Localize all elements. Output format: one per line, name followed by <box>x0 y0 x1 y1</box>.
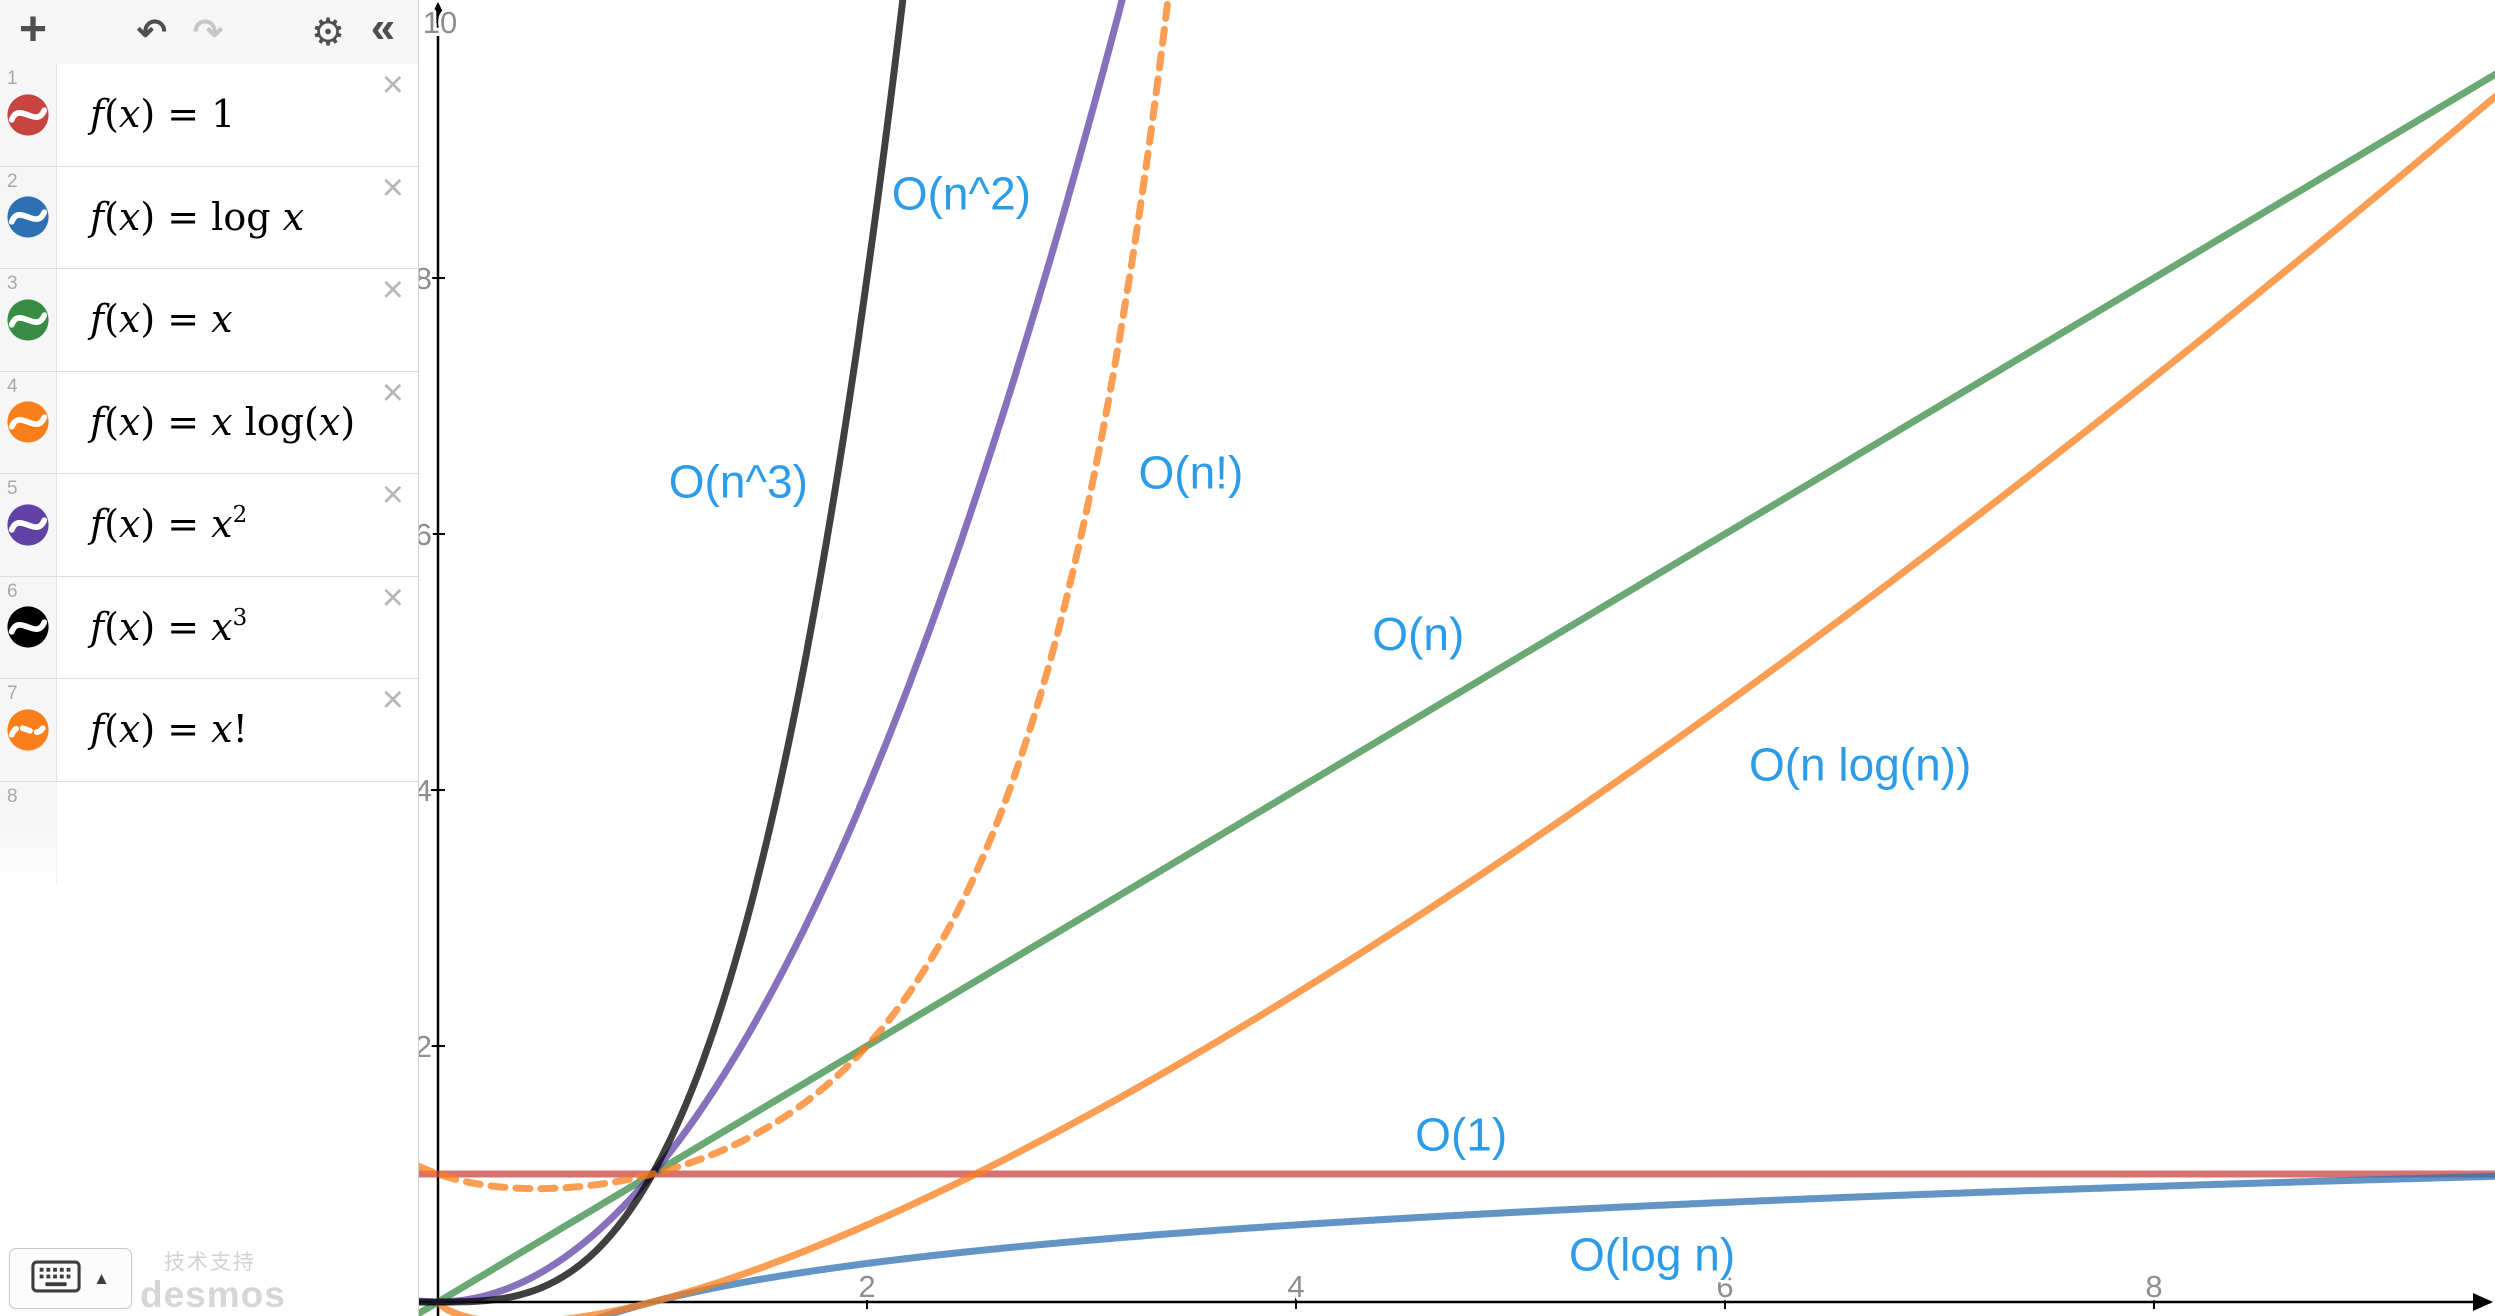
graph-settings-button[interactable]: ⚙ <box>302 0 354 64</box>
curve-o-n-log-n[interactable] <box>435 92 2495 1316</box>
expression-input[interactable]: f(x) = x log(x) <box>57 372 418 474</box>
expression-math: f(x) = x! <box>90 707 248 752</box>
row-number: 3 <box>7 273 18 294</box>
curve-label-o-n3: O(n^3) <box>669 456 808 508</box>
delete-expression-button[interactable]: × <box>381 166 404 209</box>
expression-row-3[interactable]: 3 f(x) = x × <box>0 269 418 372</box>
x-tick-label: 4 <box>1287 1269 1304 1304</box>
delete-expression-button[interactable]: × <box>381 474 404 516</box>
expression-row-7[interactable]: 7 f(x) = x! × <box>0 679 418 782</box>
curve-label-o-n: O(n) <box>1372 608 1464 660</box>
expression-row-4[interactable]: 4 f(x) = x log(x) × <box>0 371 418 474</box>
expression-input[interactable]: f(x) = x3 <box>57 577 418 679</box>
expression-gutter: 8 <box>0 781 57 884</box>
delete-expression-button[interactable]: × <box>381 269 404 311</box>
row-number: 6 <box>7 580 18 602</box>
x-axis-arrow-icon <box>2473 1292 2493 1311</box>
expression-gutter: 5 <box>0 474 57 576</box>
curve-label-o-n-factorial: O(n!) <box>1139 447 1244 499</box>
row-number: 7 <box>7 683 18 704</box>
curve-label-o-n2: O(n^2) <box>892 168 1031 220</box>
expression-gutter: 7 <box>0 679 57 781</box>
expression-input[interactable]: f(x) = x <box>57 269 418 371</box>
keyboard-toggle-button[interactable]: ▲ <box>9 1248 132 1309</box>
row-number: 1 <box>7 68 18 89</box>
expression-row-1[interactable]: 1 f(x) = 1 × <box>0 64 418 167</box>
expression-gutter: 4 <box>0 371 57 473</box>
expression-sidebar: + ↶ ↷ ⚙ « 1 f(x) = 1 × 2 f(x) = log x × 3 f(x) … <box>0 0 419 1316</box>
curve-o-n-factorial[interactable] <box>415 0 1207 1193</box>
expression-math: f(x) = x log(x) <box>90 399 356 444</box>
delete-expression-button[interactable]: × <box>381 64 404 106</box>
expression-math: f(x) = 1 <box>90 92 236 137</box>
curve-style-icon[interactable] <box>5 92 51 138</box>
expression-row-6[interactable]: 6 f(x) = x3 × <box>0 576 418 679</box>
expression-math: f(x) = x <box>90 297 233 342</box>
axes: 2 4 6 8 2 4 6 8 10 <box>412 2 2493 1316</box>
collapse-sidebar-button[interactable]: « <box>357 0 409 64</box>
curve-style-icon[interactable] <box>5 297 51 343</box>
sidebar-toolbar: + ↶ ↷ ⚙ « <box>0 0 418 65</box>
curve-o-n2[interactable] <box>415 0 1212 1306</box>
undo-arrow-icon: ↶ <box>136 11 168 52</box>
expression-math: f(x) = log x <box>90 194 305 239</box>
curve-style-icon[interactable] <box>5 194 51 240</box>
expression-math: f(x) = x2 <box>90 502 248 547</box>
graph-svg[interactable]: 2 4 6 8 2 4 6 8 10 O(n^2) O(n^3) O(n!) O(n) O(n log(n… <box>412 0 2495 1316</box>
y-axis-arrow-icon <box>429 2 448 20</box>
curve-o-log-n[interactable] <box>441 1172 2495 1316</box>
x-tick-label: 6 <box>1716 1269 1733 1304</box>
curve-o-n3[interactable] <box>415 0 943 1306</box>
add-expression-button[interactable]: + <box>7 0 59 64</box>
expression-list: 1 f(x) = 1 × 2 f(x) = log x × 3 f(x) = x × 4 f(x) … <box>0 64 418 884</box>
curve-label-o-1: O(1) <box>1415 1108 1507 1160</box>
expression-gutter: 3 <box>0 269 57 371</box>
y-tick-label: 4 <box>419 773 432 808</box>
undo-button[interactable]: ↶ <box>126 0 178 64</box>
redo-button[interactable]: ↷ <box>182 0 234 64</box>
expression-input[interactable]: f(x) = x! <box>57 679 418 781</box>
expression-gutter: 6 <box>0 576 57 678</box>
curve-style-icon[interactable] <box>5 502 51 548</box>
expression-row-2[interactable]: 2 f(x) = log x × <box>0 166 418 269</box>
delete-expression-button[interactable]: × <box>381 371 404 414</box>
y-tick-label: 2 <box>419 1029 432 1064</box>
row-number: 2 <box>7 170 18 192</box>
delete-expression-button[interactable]: × <box>381 576 404 619</box>
x-tick-label: 2 <box>858 1269 875 1304</box>
caret-up-icon: ▲ <box>93 1268 110 1288</box>
expression-row-empty[interactable]: 8 <box>0 781 418 884</box>
curve-label-o-log-n: O(log n) <box>1569 1229 1735 1281</box>
expression-gutter: 1 <box>0 64 57 166</box>
y-tick-label: 6 <box>419 517 432 552</box>
row-number: 8 <box>7 785 18 807</box>
expression-math: f(x) = x3 <box>90 604 248 649</box>
graph-canvas[interactable]: 2 4 6 8 2 4 6 8 10 O(n^2) O(n^3) O(n!) O(n) O(n log(n… <box>412 0 2495 1316</box>
redo-arrow-icon: ↷ <box>192 11 224 52</box>
curve-style-icon[interactable] <box>5 399 51 445</box>
curves <box>415 0 2495 1316</box>
y-tick-label: 8 <box>419 261 432 296</box>
gear-icon: ⚙ <box>310 11 346 54</box>
expression-gutter: 2 <box>0 166 57 268</box>
expression-input[interactable]: f(x) = log x <box>57 167 418 269</box>
x-tick-label: 8 <box>2145 1269 2162 1304</box>
curve-style-icon[interactable] <box>5 604 51 650</box>
expression-input[interactable]: f(x) = 1 <box>57 64 418 166</box>
expression-input[interactable]: f(x) = x2 <box>57 474 418 576</box>
plus-icon: + <box>18 2 48 56</box>
curve-o-n[interactable] <box>415 70 2495 1316</box>
y-tick-label: 10 <box>423 5 457 40</box>
row-number: 4 <box>7 375 18 397</box>
keyboard-icon <box>31 1260 81 1298</box>
delete-expression-button[interactable]: × <box>381 679 404 721</box>
row-number: 5 <box>7 478 18 499</box>
curve-style-icon[interactable] <box>5 707 51 753</box>
expression-row-5[interactable]: 5 f(x) = x2 × <box>0 474 418 577</box>
curve-labels: O(n^2) O(n^3) O(n!) O(n) O(n log(n)) O(1) O(lo… <box>666 165 1974 1283</box>
chevron-double-left-icon: « <box>370 3 396 52</box>
curve-label-o-n-log-n: O(n log(n)) <box>1749 738 1971 790</box>
